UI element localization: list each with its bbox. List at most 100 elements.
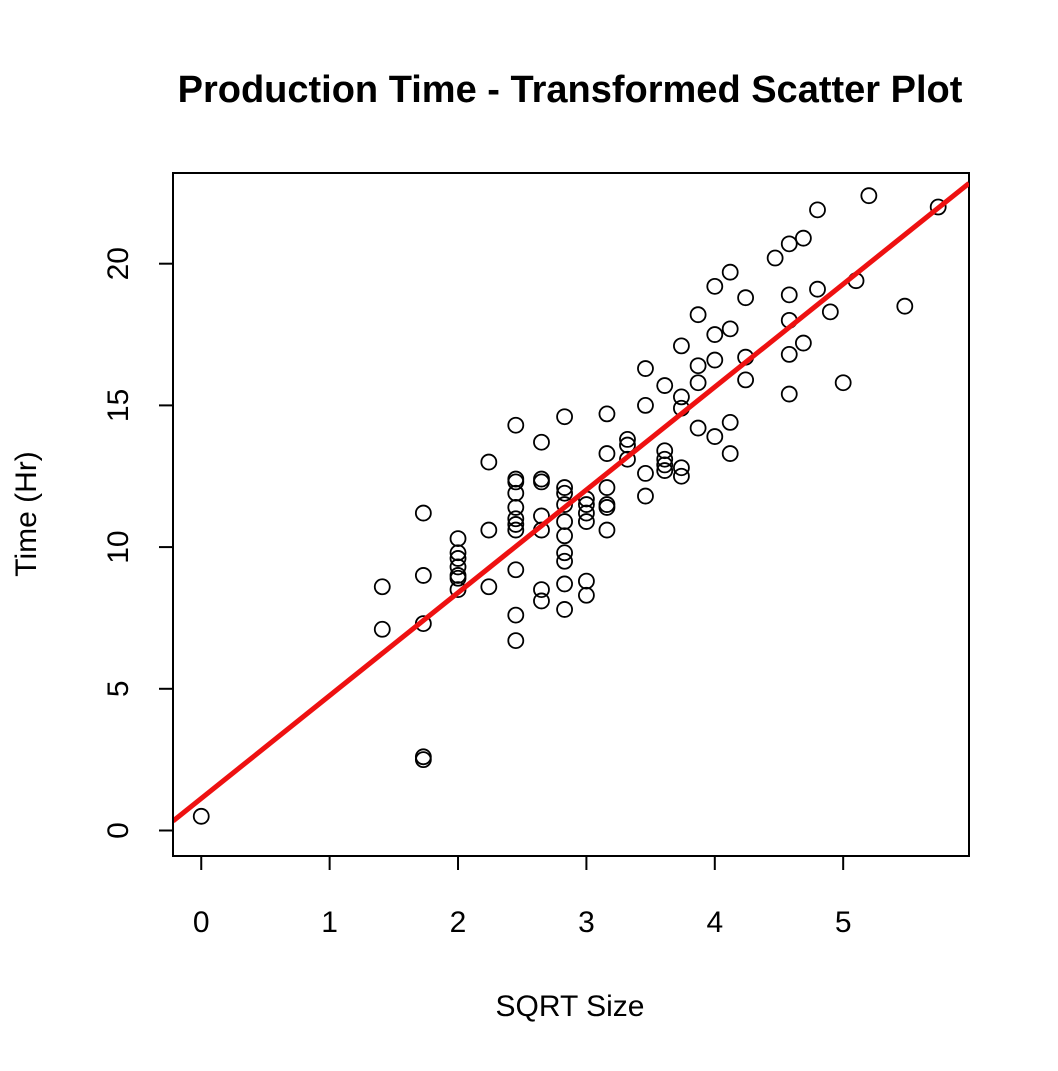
x-tick-label: 5 <box>835 906 852 939</box>
data-point <box>821 303 839 321</box>
data-point <box>556 544 573 562</box>
data-point <box>598 479 616 496</box>
data-point <box>656 450 674 468</box>
data-point <box>721 413 739 431</box>
data-point <box>721 263 739 281</box>
data-point <box>656 462 674 479</box>
y-tick-label: 0 <box>102 822 135 839</box>
data-point <box>449 550 467 567</box>
data-point <box>766 249 784 267</box>
data-point <box>578 504 595 522</box>
data-point <box>507 473 525 491</box>
data-point <box>414 504 432 522</box>
data-point <box>656 456 674 474</box>
data-point <box>721 320 739 338</box>
data-point <box>578 496 595 513</box>
data-point <box>507 561 525 579</box>
data-point <box>656 442 674 460</box>
data-point <box>533 433 550 451</box>
data-point <box>809 280 826 298</box>
x-tick-label: 2 <box>450 906 467 939</box>
data-point <box>780 286 798 304</box>
data-point <box>860 187 878 205</box>
data-point <box>794 229 812 247</box>
data-point <box>373 620 391 638</box>
data-point <box>507 510 525 528</box>
data-point <box>556 484 573 502</box>
y-tick-label: 10 <box>102 530 135 563</box>
data-point <box>507 521 525 539</box>
data-point <box>673 459 690 477</box>
data-point <box>737 289 755 307</box>
data-point <box>673 337 690 355</box>
data-point <box>780 235 798 253</box>
data-point <box>598 405 616 423</box>
x-tick-label: 4 <box>706 906 723 939</box>
data-point <box>556 527 573 545</box>
data-point <box>689 374 707 392</box>
data-point <box>533 581 550 599</box>
data-point <box>556 513 573 530</box>
regression-line <box>173 181 969 824</box>
data-point <box>556 479 573 496</box>
data-point <box>673 467 690 485</box>
data-point <box>598 521 616 539</box>
data-point <box>656 377 674 394</box>
data-point <box>706 326 724 343</box>
y-axis-label: Time (Hr) <box>10 451 43 577</box>
y-tick-label: 20 <box>102 247 135 280</box>
data-point <box>449 530 467 547</box>
chart-title: Production Time - Transformed Scatter Pl… <box>178 69 963 111</box>
data-point <box>619 430 636 448</box>
data-point <box>794 334 812 352</box>
data-point <box>809 201 826 219</box>
data-point <box>896 297 914 315</box>
data-point <box>192 807 210 825</box>
data-point <box>533 473 550 491</box>
data-point <box>689 306 707 324</box>
data-point <box>507 499 525 516</box>
data-point <box>373 578 391 596</box>
x-tick-label: 1 <box>321 906 338 939</box>
data-point <box>507 606 525 624</box>
data-point <box>737 371 755 389</box>
data-point <box>689 357 707 375</box>
data-point <box>449 569 467 587</box>
data-point <box>780 345 798 363</box>
data-point <box>414 751 432 769</box>
data-point <box>673 388 690 406</box>
data-point <box>578 586 595 604</box>
data-point <box>556 496 573 513</box>
data-point <box>619 450 636 468</box>
data-point <box>706 351 724 369</box>
data-point <box>637 465 654 482</box>
data-point <box>578 513 595 530</box>
data-point <box>637 396 654 414</box>
data-point <box>598 445 616 462</box>
data-point <box>556 408 573 426</box>
data-point <box>578 572 595 590</box>
data-point <box>507 632 525 650</box>
data-point <box>507 416 525 434</box>
data-point <box>449 558 467 576</box>
data-point <box>706 428 724 445</box>
data-point <box>929 198 947 216</box>
data-point <box>480 578 498 596</box>
data-point <box>556 575 573 593</box>
y-axis: 0 5 10 15 20 <box>102 247 174 839</box>
data-point <box>507 484 525 502</box>
data-point <box>834 374 852 392</box>
data-point <box>533 592 550 610</box>
data-point <box>480 521 498 539</box>
plot-area <box>173 181 969 825</box>
data-point <box>414 567 432 584</box>
x-axis-label: SQRT Size <box>496 990 645 1023</box>
x-tick-label: 0 <box>193 906 210 939</box>
data-point <box>598 499 616 516</box>
data-point <box>480 453 498 471</box>
x-axis: 0 1 2 3 4 5 <box>193 855 852 939</box>
data-point <box>507 516 525 533</box>
x-tick-label: 3 <box>578 906 595 939</box>
y-tick-label: 15 <box>102 389 135 422</box>
